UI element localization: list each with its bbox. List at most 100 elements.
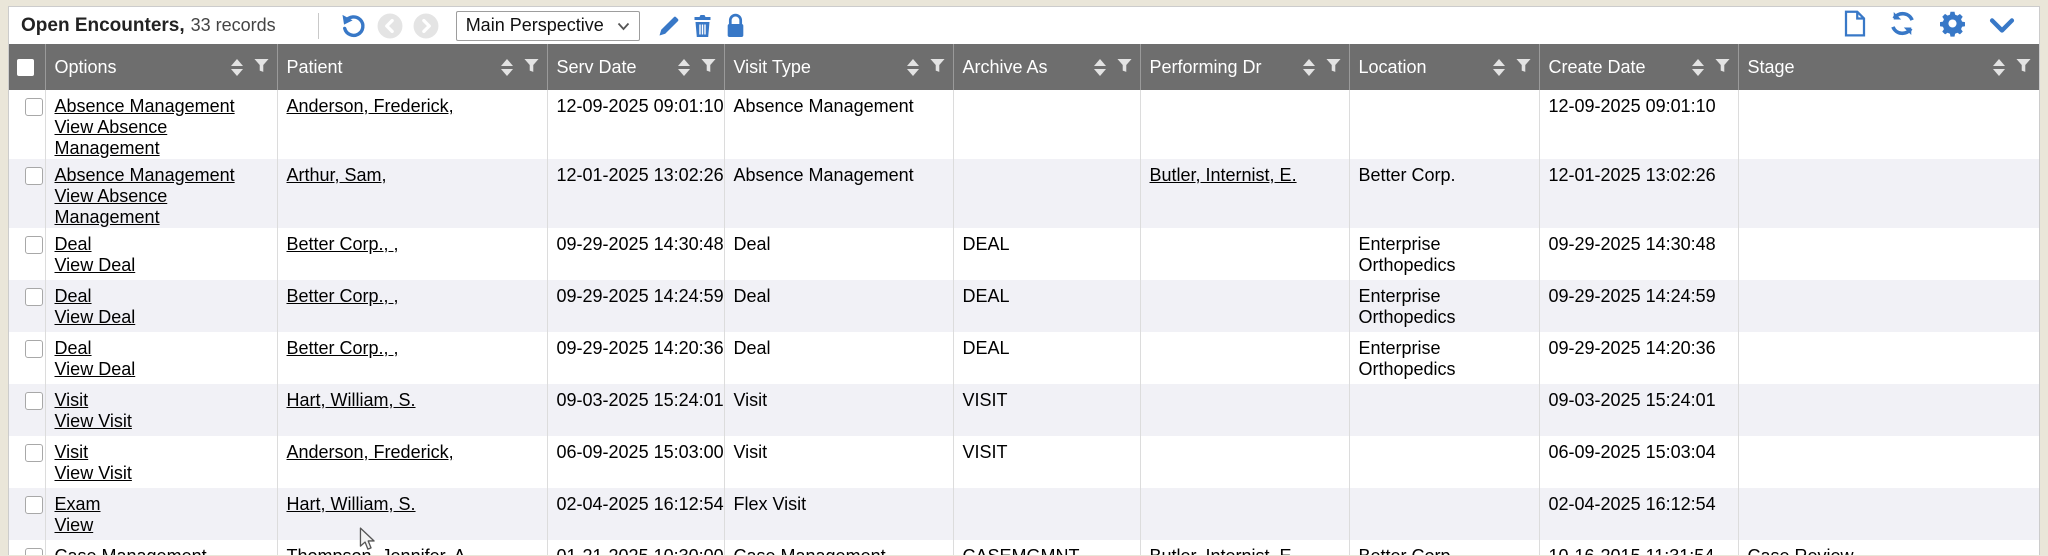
row-checkbox[interactable] bbox=[25, 392, 43, 410]
sort-icon[interactable] bbox=[1302, 58, 1315, 76]
cell-value: Enterprise Orthopedics bbox=[1358, 234, 1456, 275]
patient-link[interactable]: Better Corp., , bbox=[286, 286, 399, 306]
row-checkbox[interactable] bbox=[25, 548, 43, 555]
cell-options: Exam View bbox=[44, 488, 277, 540]
settings-button[interactable] bbox=[1939, 10, 1966, 37]
row-checkbox[interactable] bbox=[25, 444, 43, 462]
edit-icon bbox=[657, 14, 681, 38]
sort-icon[interactable] bbox=[1492, 58, 1505, 76]
cell-serv-date: 01-21-2025 10:30:00 bbox=[546, 540, 724, 555]
cell-performing-dr bbox=[1139, 488, 1349, 540]
cell-archive-as: DEAL bbox=[952, 228, 1140, 280]
column-header-performing-dr[interactable]: Performing Dr bbox=[1139, 44, 1349, 90]
options-view-link[interactable]: View Visit bbox=[54, 411, 132, 431]
sort-icon[interactable] bbox=[1691, 58, 1704, 76]
perspective-select[interactable]: Main Perspective bbox=[455, 10, 640, 41]
cell-patient: Hart, William, S. bbox=[276, 384, 547, 436]
cell-value: 09-29-2025 14:24:59 bbox=[556, 286, 724, 306]
filter-icon[interactable] bbox=[1325, 57, 1341, 78]
column-label: Stage bbox=[1747, 56, 1795, 77]
options-action-link[interactable]: Absence Management bbox=[54, 165, 235, 185]
cell-value: 02-04-2025 16:12:54 bbox=[556, 494, 724, 514]
options-view-link[interactable]: View Absence Management bbox=[54, 117, 168, 158]
options-action-link[interactable]: Visit bbox=[54, 390, 89, 410]
nav-next-button[interactable] bbox=[413, 13, 439, 39]
sort-icon[interactable] bbox=[906, 58, 919, 76]
patient-link[interactable]: Hart, William, S. bbox=[286, 390, 416, 410]
patient-link[interactable]: Arthur, Sam, bbox=[286, 165, 387, 185]
row-checkbox[interactable] bbox=[25, 496, 43, 514]
options-view-link[interactable]: View Deal bbox=[54, 307, 136, 327]
undo-button[interactable] bbox=[340, 12, 367, 39]
patient-link[interactable]: Better Corp., , bbox=[286, 338, 399, 358]
patient-link[interactable]: Hart, William, S. bbox=[286, 494, 416, 514]
delete-perspective-button[interactable] bbox=[691, 14, 714, 38]
cell-stage bbox=[1737, 332, 2039, 384]
filter-icon[interactable] bbox=[700, 57, 716, 78]
options-view-link[interactable]: View Deal bbox=[54, 359, 136, 379]
refresh-button[interactable] bbox=[1889, 10, 1916, 37]
filter-icon[interactable] bbox=[1714, 57, 1730, 78]
options-action-link[interactable]: Deal bbox=[54, 234, 92, 254]
filter-icon[interactable] bbox=[1515, 57, 1531, 78]
collapse-button[interactable] bbox=[1988, 15, 2016, 37]
row-checkbox[interactable] bbox=[25, 340, 43, 358]
select-all-checkbox[interactable] bbox=[17, 58, 34, 76]
sort-icon[interactable] bbox=[677, 58, 690, 76]
filter-icon[interactable] bbox=[523, 57, 539, 78]
edit-perspective-button[interactable] bbox=[657, 14, 681, 38]
column-header-location[interactable]: Location bbox=[1348, 44, 1539, 90]
row-checkbox[interactable] bbox=[25, 288, 43, 306]
options-view-link[interactable]: View bbox=[54, 515, 94, 535]
cell-value: Case Review bbox=[1748, 546, 1854, 555]
sort-icon[interactable] bbox=[230, 58, 243, 76]
options-action-link[interactable]: Case Management bbox=[55, 546, 207, 555]
cell-performing-dr: Butler, Internist, E. bbox=[1139, 159, 1349, 228]
filter-icon[interactable] bbox=[253, 57, 269, 78]
record-count: 33 records bbox=[190, 15, 276, 35]
column-header-visit-type[interactable]: Visit Type bbox=[723, 44, 953, 90]
performing-dr-link[interactable]: Butler, Internist, E. bbox=[1150, 546, 1297, 555]
patient-link[interactable]: Anderson, Frederick, bbox=[286, 96, 454, 116]
column-header-options[interactable]: Options bbox=[44, 44, 277, 90]
row-checkbox[interactable] bbox=[25, 167, 43, 185]
cell-value: 09-03-2025 15:24:01 bbox=[1548, 390, 1716, 410]
cell-visit-type: Visit bbox=[723, 436, 953, 488]
patient-link[interactable]: Better Corp., , bbox=[286, 234, 399, 254]
options-view-link[interactable]: View Visit bbox=[54, 463, 132, 483]
column-header-serv-date[interactable]: Serv Date bbox=[546, 44, 724, 90]
cell-value: Absence Management bbox=[733, 165, 914, 185]
column-header-archive-as[interactable]: Archive As bbox=[952, 44, 1140, 90]
options-action-link[interactable]: Deal bbox=[54, 338, 92, 358]
cell-checkbox bbox=[9, 332, 45, 384]
new-record-button[interactable] bbox=[1843, 10, 1867, 37]
filter-icon[interactable] bbox=[2016, 57, 2031, 78]
sort-icon[interactable] bbox=[1093, 58, 1106, 76]
column-header-stage[interactable]: Stage bbox=[1737, 44, 2039, 90]
lock-perspective-button[interactable] bbox=[724, 13, 747, 38]
options-view-link[interactable]: View Deal bbox=[54, 255, 136, 275]
row-checkbox[interactable] bbox=[25, 236, 43, 254]
column-header-create-date[interactable]: Create Date bbox=[1538, 44, 1738, 90]
row-checkbox[interactable] bbox=[25, 98, 43, 116]
patient-link[interactable]: Thompson, Jennifer, A. bbox=[287, 546, 471, 555]
performing-dr-link[interactable]: Butler, Internist, E. bbox=[1149, 165, 1297, 185]
undo-icon bbox=[340, 12, 367, 39]
nav-previous-button[interactable] bbox=[377, 13, 403, 39]
cell-value: Enterprise Orthopedics bbox=[1358, 338, 1456, 379]
options-action-link[interactable]: Deal bbox=[54, 286, 92, 306]
options-action-link[interactable]: Absence Management bbox=[54, 96, 235, 116]
options-action-link[interactable]: Visit bbox=[54, 442, 89, 462]
sort-icon[interactable] bbox=[500, 58, 513, 76]
options-view-link[interactable]: View Absence Management bbox=[54, 186, 168, 227]
filter-icon[interactable] bbox=[1116, 57, 1132, 78]
options-action-link[interactable]: Exam bbox=[54, 494, 101, 514]
column-label: Serv Date bbox=[556, 56, 637, 77]
cell-archive-as: VISIT bbox=[952, 436, 1140, 488]
cell-performing-dr bbox=[1139, 436, 1349, 488]
filter-icon[interactable] bbox=[929, 57, 945, 78]
sort-icon[interactable] bbox=[1993, 58, 2005, 76]
patient-link[interactable]: Anderson, Frederick, bbox=[286, 442, 454, 462]
table-row: Deal View Deal Better Corp., , 09-29-2025 1… bbox=[9, 228, 2039, 280]
column-header-patient[interactable]: Patient bbox=[276, 44, 547, 90]
